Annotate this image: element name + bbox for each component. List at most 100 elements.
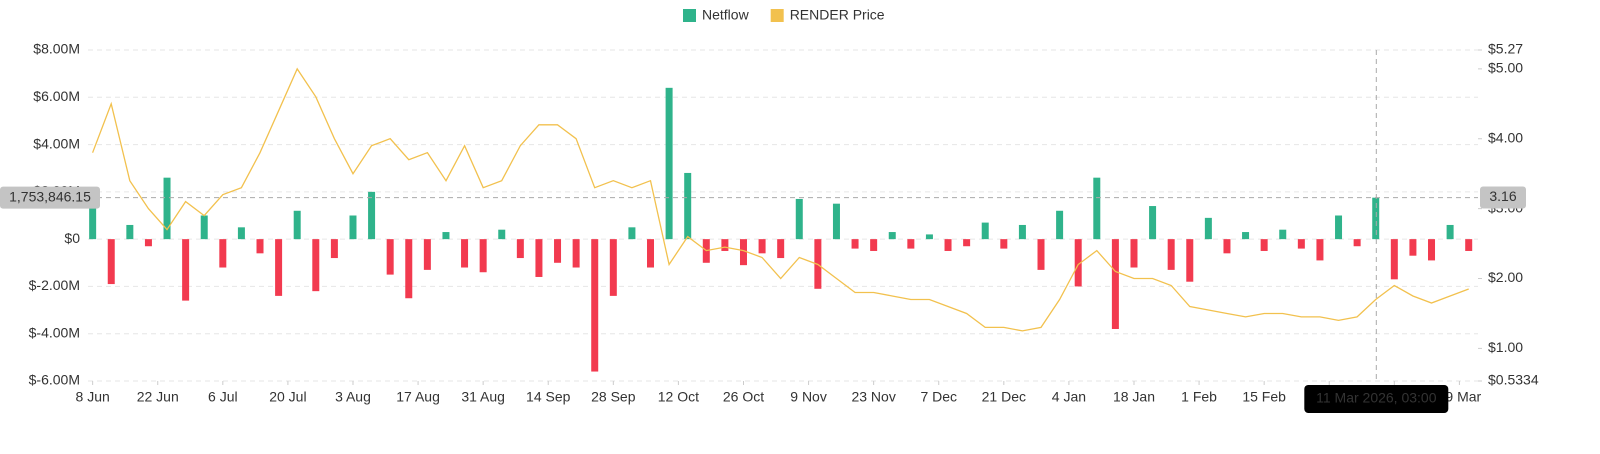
- netflow-bar: [647, 239, 655, 268]
- netflow-bar: [851, 239, 859, 249]
- netflow-bar: [219, 239, 227, 268]
- netflow-bar: [1074, 239, 1082, 287]
- netflow-bar: [758, 239, 766, 254]
- netflow-bar: [312, 239, 320, 292]
- netflow-bar: [461, 239, 469, 268]
- netflow-bar: [1353, 239, 1361, 247]
- netflow-bar: [349, 215, 357, 240]
- netflow-bar: [832, 203, 840, 240]
- netflow-bar: [1465, 239, 1473, 251]
- netflow-bar: [684, 172, 692, 240]
- netflow-bar: [1390, 239, 1398, 280]
- x-tick-label: 6 Jul: [208, 389, 238, 405]
- legend-label: Netflow: [702, 7, 750, 23]
- x-tick-label: 7 Dec: [920, 389, 957, 405]
- y-tick-label: $-6.00M: [29, 372, 80, 388]
- netflow-bar: [1297, 239, 1305, 249]
- x-tick-label: 29 Mar: [1438, 389, 1482, 405]
- x-tick-label: 23 Nov: [851, 389, 895, 405]
- netflow-bar: [907, 239, 915, 249]
- netflow-bar: [721, 239, 729, 251]
- y-tick-label: $8.00M: [33, 41, 80, 57]
- netflow-bar: [535, 239, 543, 277]
- x-tick-label: 18 Jan: [1113, 389, 1155, 405]
- netflow-bar: [1037, 239, 1045, 270]
- crosshair-y2-box: [1480, 186, 1526, 209]
- netflow-bar: [237, 227, 245, 240]
- netflow-bar: [1223, 239, 1231, 254]
- netflow-bar: [870, 239, 878, 251]
- netflow-bar: [405, 239, 413, 299]
- netflow-bar: [126, 224, 134, 240]
- netflow-bar: [1335, 215, 1343, 240]
- legend-swatch: [770, 9, 784, 22]
- x-tick-label: 20 Jul: [269, 389, 306, 405]
- netflow-bar: [479, 239, 487, 273]
- netflow-bar: [442, 232, 450, 240]
- netflow-bar: [368, 191, 376, 240]
- netflow-bar: [628, 227, 636, 240]
- netflow-bar: [963, 239, 971, 247]
- netflow-bar: [293, 210, 301, 240]
- netflow-bar: [1446, 224, 1454, 240]
- y2-tick-label: $5.27: [1488, 41, 1523, 57]
- netflow-bar: [423, 239, 431, 270]
- x-tick-label: 12 Oct: [658, 389, 699, 405]
- y-tick-label: $-4.00M: [29, 324, 80, 340]
- netflow-bar: [795, 198, 803, 240]
- netflow-bar: [777, 239, 785, 259]
- legend-label: RENDER Price: [790, 7, 885, 23]
- crosshair-x-box: [1304, 385, 1449, 413]
- crosshair-y-box: [0, 186, 100, 209]
- x-tick-label: 22 Jun: [137, 389, 179, 405]
- netflow-bar: [554, 239, 562, 263]
- netflow-bar: [107, 239, 115, 285]
- x-tick-label: 4 Jan: [1052, 389, 1086, 405]
- netflow-bar: [163, 177, 171, 240]
- netflow-bar: [516, 239, 524, 259]
- netflow-bar: [200, 215, 208, 240]
- netflow-bar: [144, 239, 152, 247]
- y2-tick-label: $2.00: [1488, 269, 1523, 285]
- netflow-bar: [1279, 229, 1287, 240]
- x-tick-label: 8 Jun: [76, 389, 110, 405]
- netflow-bar: [1409, 239, 1417, 256]
- x-tick-label: 9 Nov: [790, 389, 827, 405]
- x-tick-label: 15 Feb: [1242, 389, 1286, 405]
- price-line: [91, 67, 1469, 332]
- netflow-bar: [1167, 239, 1175, 270]
- legend-swatch: [683, 9, 696, 22]
- netflow-bar: [89, 196, 97, 240]
- x-tick-label: 21 Dec: [982, 389, 1026, 405]
- x-tick-label: 1 Feb: [1181, 389, 1217, 405]
- y-tick-label: $6.00M: [33, 88, 80, 104]
- x-tick-label: 3 Aug: [335, 389, 371, 405]
- y2-tick-label: $1.00: [1488, 339, 1523, 355]
- netflow-bar: [275, 239, 283, 296]
- netflow-bar: [1428, 239, 1436, 261]
- y-tick-label: $0: [64, 230, 80, 246]
- y-tick-label: $4.00M: [33, 135, 80, 151]
- netflow-bar: [888, 232, 896, 240]
- netflow-bar: [1204, 217, 1212, 240]
- netflow-bar: [1372, 197, 1380, 240]
- netflow-bar: [1316, 239, 1324, 261]
- netflow-bar: [182, 239, 190, 301]
- netflow-bar: [498, 229, 506, 240]
- netflow-bar: [665, 87, 673, 240]
- x-tick-label: 31 Aug: [461, 389, 505, 405]
- x-tick-label: 17 Aug: [396, 389, 440, 405]
- netflow-bar: [1000, 239, 1008, 249]
- netflow-bar: [981, 222, 989, 240]
- netflow-bar: [1111, 239, 1119, 329]
- netflow-bar: [925, 234, 933, 240]
- y-tick-label: $-2.00M: [29, 277, 80, 293]
- netflow-bar: [591, 239, 599, 372]
- netflow-bar: [386, 239, 394, 275]
- x-tick-label: 14 Sep: [526, 389, 571, 405]
- netflow-bar: [1056, 210, 1064, 240]
- y2-tick-label: $4.00: [1488, 129, 1523, 145]
- netflow-bar: [256, 239, 264, 254]
- x-tick-label: 26 Oct: [723, 389, 764, 405]
